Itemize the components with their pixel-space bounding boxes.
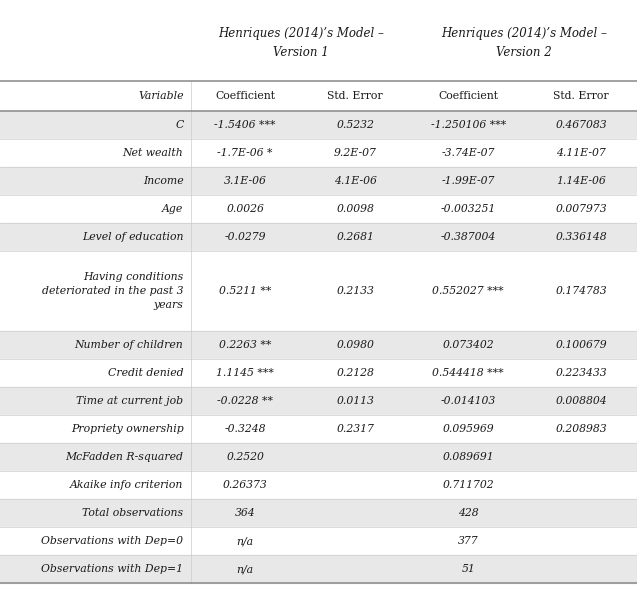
- Text: 0.711702: 0.711702: [442, 480, 494, 490]
- Text: 0.0980: 0.0980: [336, 340, 374, 350]
- Text: -0.003251: -0.003251: [441, 204, 496, 214]
- Text: -0.3248: -0.3248: [224, 424, 266, 434]
- Text: Coefficient: Coefficient: [215, 91, 275, 101]
- Bar: [0, 331, 637, 359]
- Bar: [0, 6, 637, 81]
- Text: 4.1E-06: 4.1E-06: [334, 176, 376, 186]
- Text: 377: 377: [458, 536, 478, 546]
- Text: 0.2128: 0.2128: [336, 368, 374, 378]
- Text: 0.2681: 0.2681: [336, 232, 374, 242]
- Text: 0.336148: 0.336148: [555, 232, 607, 242]
- Text: 1.1145 ***: 1.1145 ***: [217, 368, 274, 378]
- Text: 0.26373: 0.26373: [223, 480, 268, 490]
- Text: 0.089691: 0.089691: [442, 452, 494, 462]
- Text: 0.0026: 0.0026: [226, 204, 264, 214]
- Text: -0.014103: -0.014103: [441, 396, 496, 406]
- Text: Std. Error: Std. Error: [554, 91, 609, 101]
- Text: 0.223433: 0.223433: [555, 368, 607, 378]
- Bar: [0, 443, 637, 471]
- Text: C: C: [175, 120, 183, 130]
- Text: Credit denied: Credit denied: [108, 368, 183, 378]
- Bar: [0, 223, 637, 251]
- Text: -1.99E-07: -1.99E-07: [441, 176, 495, 186]
- Text: 0.174783: 0.174783: [555, 286, 607, 296]
- Text: 0.2520: 0.2520: [226, 452, 264, 462]
- Text: 0.0113: 0.0113: [336, 396, 374, 406]
- Text: 0.5232: 0.5232: [336, 120, 374, 130]
- Text: 0.095969: 0.095969: [442, 424, 494, 434]
- Text: n/a: n/a: [237, 564, 254, 574]
- Text: 0.2263 **: 0.2263 **: [219, 340, 271, 350]
- Text: Having conditions
deteriorated in the past 3
years: Having conditions deteriorated in the pa…: [42, 272, 183, 310]
- Text: 0.467083: 0.467083: [555, 120, 607, 130]
- Text: 3.1E-06: 3.1E-06: [224, 176, 267, 186]
- Text: Propriety ownership: Propriety ownership: [71, 424, 183, 434]
- Text: n/a: n/a: [237, 536, 254, 546]
- Text: -0.387004: -0.387004: [441, 232, 496, 242]
- Text: Std. Error: Std. Error: [327, 91, 383, 101]
- Text: 0.552027 ***: 0.552027 ***: [433, 286, 504, 296]
- Text: 0.008804: 0.008804: [555, 396, 607, 406]
- Bar: [0, 81, 637, 111]
- Bar: [0, 415, 637, 443]
- Text: Total observations: Total observations: [82, 508, 183, 518]
- Bar: [0, 499, 637, 527]
- Text: 428: 428: [458, 508, 478, 518]
- Bar: [0, 195, 637, 223]
- Text: Coefficient: Coefficient: [438, 91, 498, 101]
- Bar: [0, 555, 637, 583]
- Text: Henriques (2014)’s Model –
Version 1: Henriques (2014)’s Model – Version 1: [218, 28, 384, 60]
- Text: 0.208983: 0.208983: [555, 424, 607, 434]
- Text: McFadden R-squared: McFadden R-squared: [66, 452, 183, 462]
- Bar: [0, 251, 637, 331]
- Text: -1.250106 ***: -1.250106 ***: [431, 120, 506, 130]
- Text: -0.0279: -0.0279: [224, 232, 266, 242]
- Bar: [0, 111, 637, 139]
- Text: Variable: Variable: [138, 91, 183, 101]
- Text: 0.2317: 0.2317: [336, 424, 374, 434]
- Text: 0.0098: 0.0098: [336, 204, 374, 214]
- Bar: [0, 527, 637, 555]
- Bar: [0, 139, 637, 167]
- Text: Number of children: Number of children: [75, 340, 183, 350]
- Text: 0.100679: 0.100679: [555, 340, 607, 350]
- Text: Henriques (2014)’s Model –
Version 2: Henriques (2014)’s Model – Version 2: [441, 28, 607, 60]
- Text: 51: 51: [461, 564, 475, 574]
- Text: 364: 364: [235, 508, 255, 518]
- Text: Net wealth: Net wealth: [123, 148, 183, 158]
- Text: 0.5211 **: 0.5211 **: [219, 286, 271, 296]
- Text: 0.007973: 0.007973: [555, 204, 607, 214]
- Text: -1.7E-06 *: -1.7E-06 *: [217, 148, 273, 158]
- Text: 0.544418 ***: 0.544418 ***: [433, 368, 504, 378]
- Text: 0.2133: 0.2133: [336, 286, 374, 296]
- Text: 4.11E-07: 4.11E-07: [556, 148, 606, 158]
- Text: Level of education: Level of education: [82, 232, 183, 242]
- Bar: [0, 387, 637, 415]
- Text: Income: Income: [143, 176, 183, 186]
- Text: -3.74E-07: -3.74E-07: [441, 148, 495, 158]
- Text: -0.0228 **: -0.0228 **: [217, 396, 273, 406]
- Text: Time at current job: Time at current job: [76, 396, 183, 406]
- Text: 1.14E-06: 1.14E-06: [556, 176, 606, 186]
- Text: -1.5406 ***: -1.5406 ***: [215, 120, 276, 130]
- Text: Age: Age: [162, 204, 183, 214]
- Text: Observations with Dep=0: Observations with Dep=0: [41, 536, 183, 546]
- Text: Observations with Dep=1: Observations with Dep=1: [41, 564, 183, 574]
- Text: 9.2E-07: 9.2E-07: [334, 148, 376, 158]
- Bar: [0, 471, 637, 499]
- Text: 0.073402: 0.073402: [442, 340, 494, 350]
- Bar: [0, 167, 637, 195]
- Text: Akaike info criterion: Akaike info criterion: [70, 480, 183, 490]
- Bar: [0, 359, 637, 387]
